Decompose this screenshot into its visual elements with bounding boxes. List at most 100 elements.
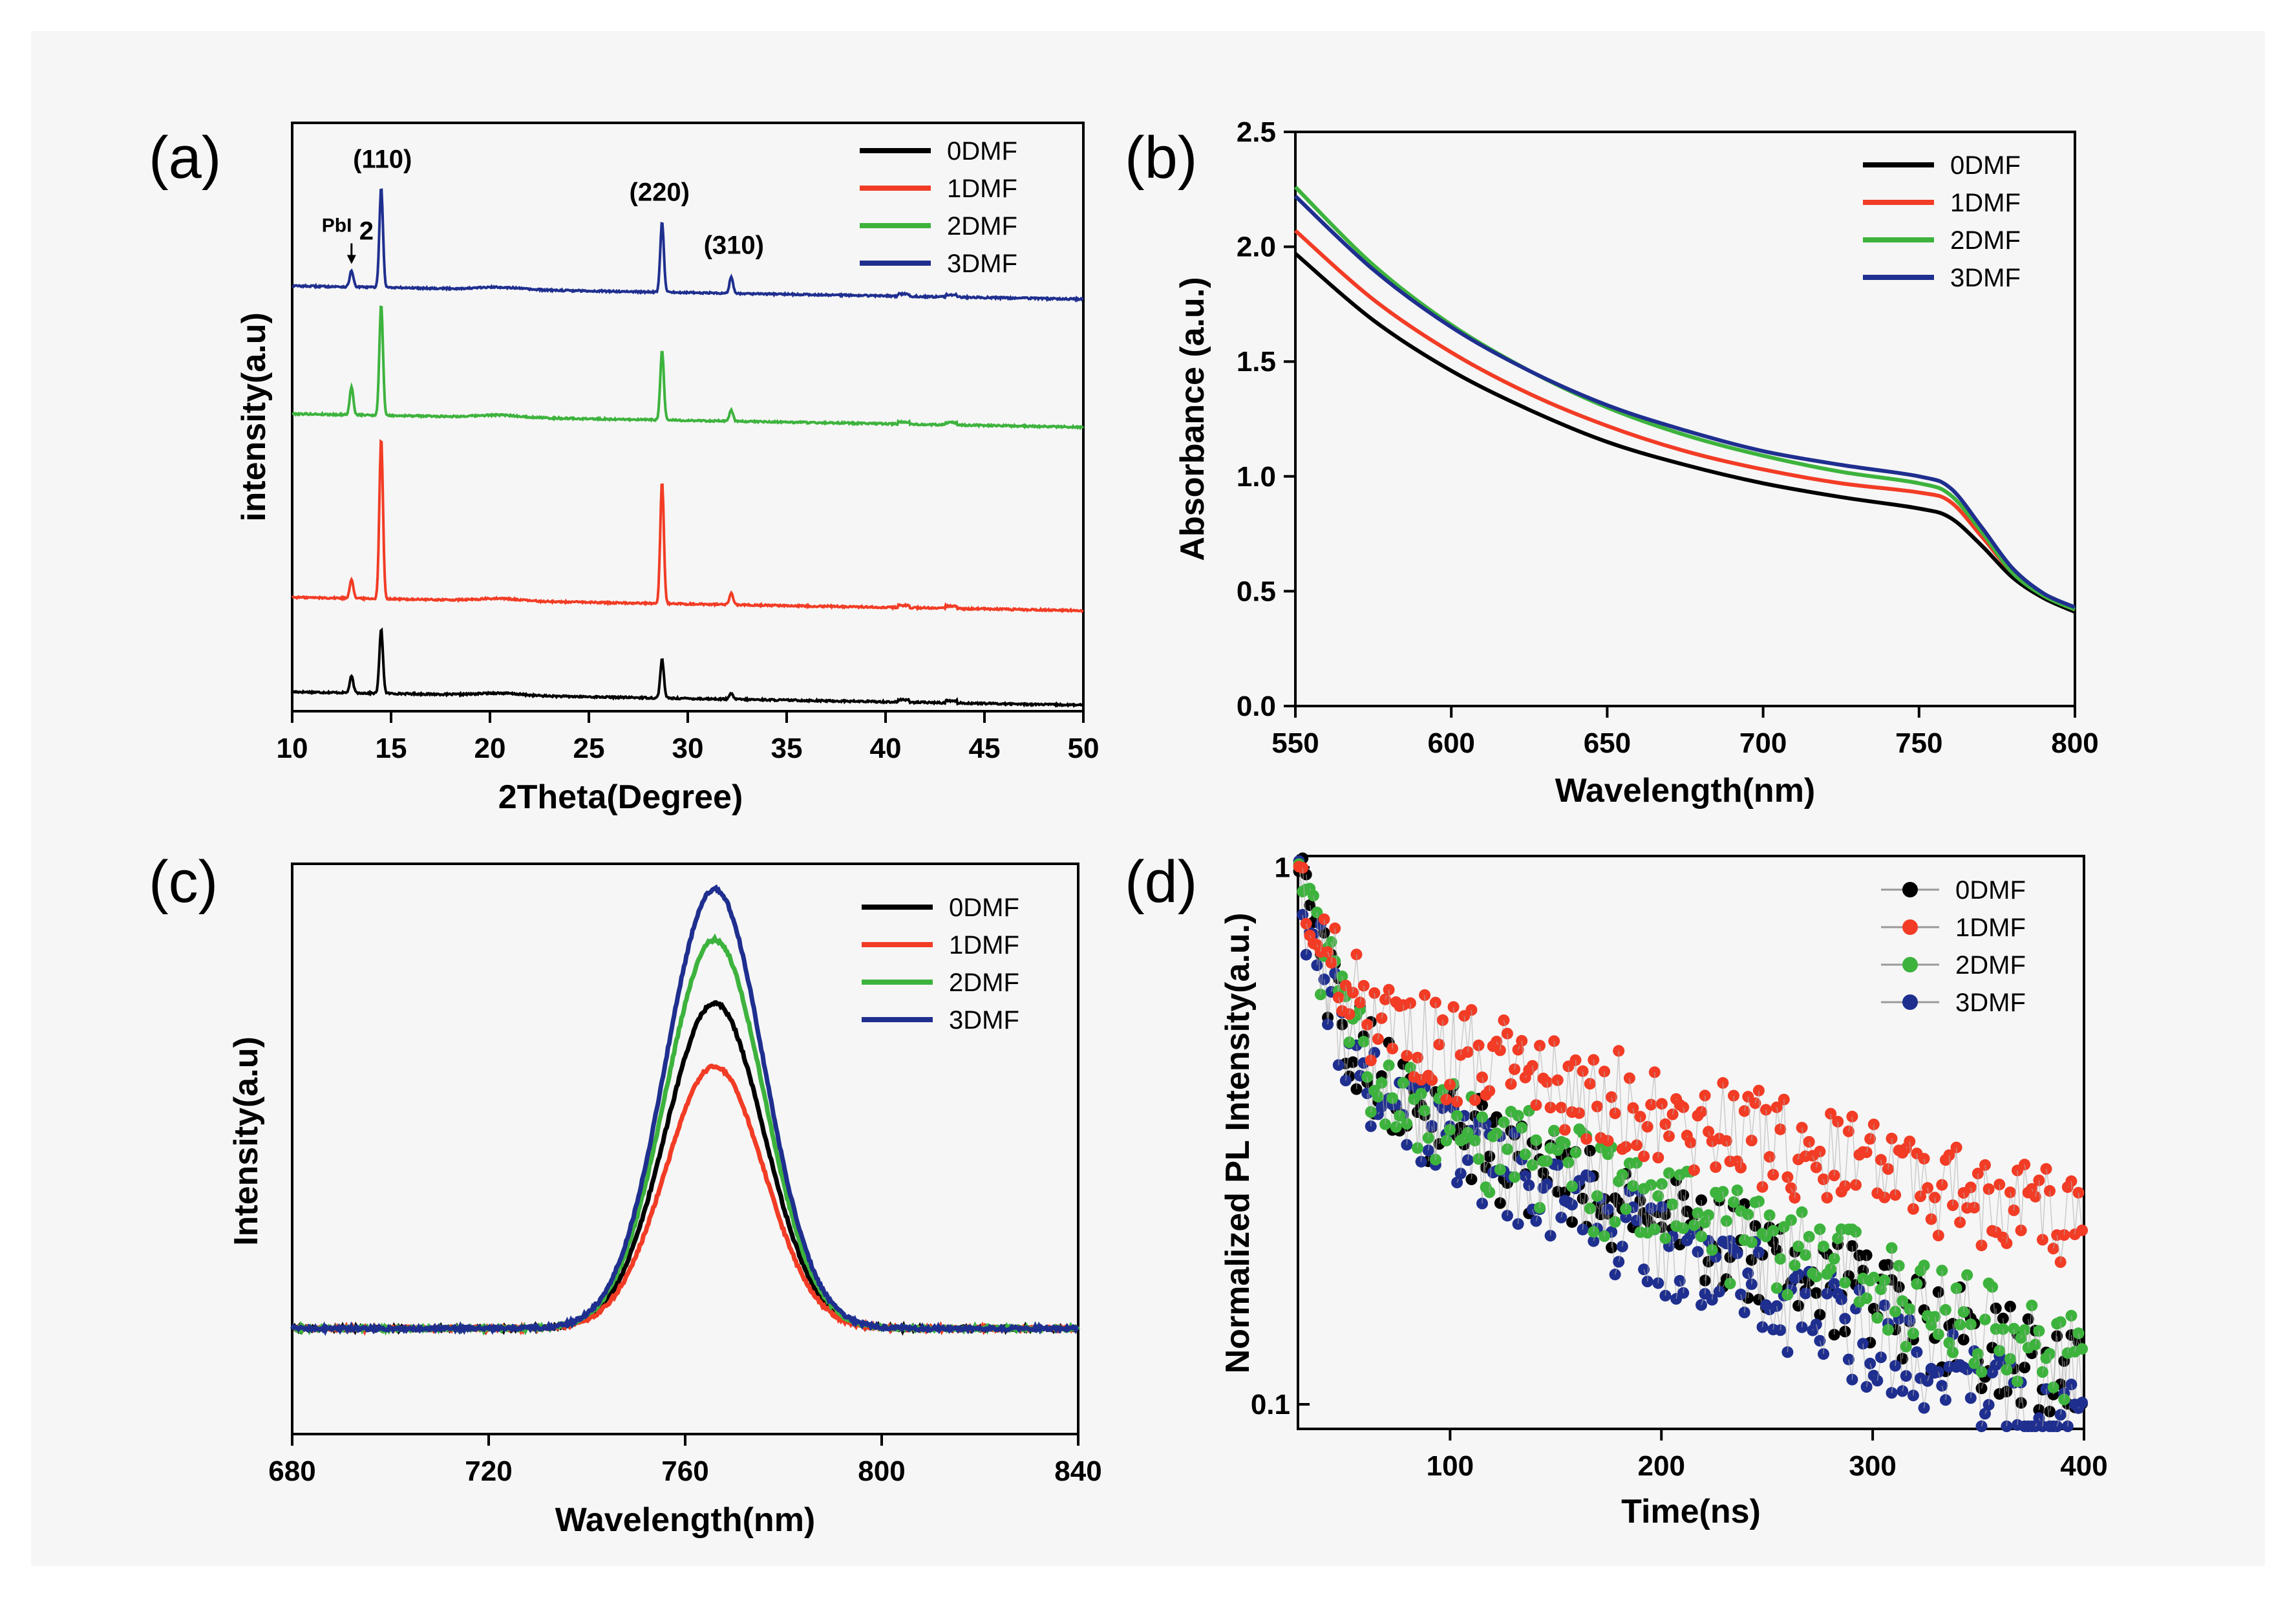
decay-connector	[1600, 1071, 1605, 1138]
legend-label-0dmf: 0DMF	[947, 137, 1017, 166]
decay-point-1dmf	[1494, 1044, 1506, 1056]
decay-connector	[1507, 1033, 1512, 1084]
decay-connector	[1761, 1254, 1767, 1308]
decay-connector	[1891, 1248, 1896, 1312]
absorbance-curve-2dmf	[1293, 186, 2076, 612]
y-tick-label: 1.5	[1237, 346, 1276, 378]
decay-connector	[1600, 1147, 1605, 1236]
y-axis-title: Intensity(a.u)	[228, 1036, 265, 1246]
decay-connector	[1449, 1084, 1454, 1130]
absorbance-curve-0dmf	[1294, 252, 2076, 614]
decay-connector	[1715, 1257, 1720, 1292]
decay-point-1dmf	[1551, 1074, 1564, 1086]
decay-point-2dmf	[1968, 1357, 1981, 1369]
decay-connector	[1535, 1140, 1540, 1208]
decay-point-2dmf	[1943, 1336, 1955, 1349]
decay-point-2dmf	[1860, 1292, 1873, 1304]
decay-connector	[1345, 1043, 1350, 1081]
decay-connector	[1783, 1295, 1789, 1353]
legend-label-1dmf: 1DMF	[947, 175, 1017, 203]
decay-point-1dmf	[1922, 1182, 1934, 1194]
panel-d: 100 200 300 400 1 0.1 Time(ns) Normalized PL In…	[1125, 849, 2108, 1530]
decay-point-1dmf	[2004, 1186, 2016, 1199]
x-tick-label: 10	[277, 733, 308, 764]
decay-connector	[1424, 994, 1429, 1076]
decay-point-2dmf	[1509, 1171, 1521, 1183]
decay-point-1dmf	[1778, 1093, 1790, 1106]
y-tick-label: 0.0	[1237, 691, 1276, 722]
y-axis-title: intensity(a.u)	[235, 312, 273, 522]
decay-connector	[1604, 1154, 1609, 1236]
decay-point-1dmf	[1720, 1135, 1732, 1147]
decay-connector	[1962, 1275, 1968, 1313]
decay-point-0dmf	[1577, 1192, 1589, 1205]
decay-connector	[1578, 1071, 1584, 1113]
decay-point-1dmf	[1735, 1161, 1747, 1174]
decay-connector	[1798, 1274, 1803, 1327]
decay-point-3dmf	[1878, 1299, 1891, 1311]
decay-point-1dmf	[1426, 1074, 1438, 1086]
decay-point-2dmf	[1886, 1242, 1898, 1254]
x-tick-label: 700	[1739, 727, 1787, 759]
decay-connector	[1427, 1080, 1432, 1138]
decay-connector	[1743, 1273, 1749, 1313]
decay-point-3dmf	[1828, 1278, 1840, 1290]
x-tick-label: 400	[2060, 1450, 2107, 1482]
decay-point-1dmf	[1728, 1089, 1739, 1102]
decay-connector	[1352, 954, 1357, 993]
decay-connector	[1363, 985, 1368, 1025]
decay-connector	[1582, 1175, 1587, 1230]
panel-a: 10 15 20 25 30 35 40 45 50 (110) (220) (310) PbI 2 2Th…	[149, 122, 1099, 816]
decay-point-3dmf	[1659, 1289, 1672, 1302]
x-tick-label: 300	[1849, 1450, 1896, 1482]
decay-connector	[1510, 1133, 1515, 1177]
decay-connector	[1639, 1188, 1644, 1232]
y-tick-label: 1.0	[1237, 461, 1276, 493]
decay-point-1dmf	[1383, 983, 1395, 996]
decay-connector	[1500, 1122, 1505, 1170]
pl-curve-3dmf	[290, 884, 1079, 1336]
decay-connector	[1955, 1147, 1961, 1223]
decay-connector	[1568, 1066, 1573, 1113]
decay-point-1dmf	[1645, 1099, 1657, 1111]
x-axis-title: Wavelength(nm)	[555, 1501, 816, 1539]
decay-point-1dmf	[2054, 1256, 2067, 1268]
decay-connector	[1471, 1009, 1476, 1100]
decay-point-3dmf	[1577, 1223, 1589, 1236]
decay-connector	[1489, 1136, 1494, 1193]
x-tick-label: 680	[268, 1455, 315, 1487]
decay-point-3dmf	[1616, 1240, 1628, 1252]
decay-point-0dmf	[1846, 1240, 1858, 1252]
decay-point-2dmf	[2012, 1375, 2023, 1388]
decay-point-1dmf	[1361, 1018, 1374, 1031]
decay-connector	[1719, 1082, 1724, 1139]
decay-connector	[1575, 1060, 1580, 1113]
decay-point-1dmf	[1699, 1089, 1711, 1102]
decay-point-1dmf	[1878, 1192, 1891, 1203]
decay-point-2dmf	[1569, 1146, 1582, 1159]
decay-connector	[1413, 1099, 1418, 1148]
decay-connector	[1302, 868, 1307, 924]
y-axis-title: Normalized PL Intensity(a.u.)	[1219, 913, 1257, 1374]
legend-label-3dmf: 3DMF	[947, 250, 1017, 278]
decay-point-3dmf	[1735, 1289, 1747, 1300]
decay-connector	[2078, 1192, 2083, 1230]
x-tick-label: 40	[870, 733, 902, 764]
decay-connector	[1474, 1045, 1480, 1100]
x-tick-label: 760	[661, 1455, 708, 1487]
legend-swatch-dot	[1902, 957, 1918, 972]
decay-point-1dmf	[1710, 1161, 1722, 1174]
decay-point-1dmf	[1781, 1171, 1794, 1183]
decay-point-2dmf	[1343, 1036, 1355, 1049]
decay-connector	[1981, 1319, 1986, 1372]
decay-point-1dmf	[1886, 1132, 1898, 1144]
decay-series-1dmf	[1293, 861, 2089, 1268]
decay-connector	[1403, 1005, 1408, 1056]
decay-connector	[2063, 1186, 2068, 1236]
xrd-curve-1dmf	[291, 438, 1084, 614]
decay-connector	[1618, 1051, 1623, 1150]
decay-connector	[1913, 1352, 1918, 1396]
decay-connector	[1920, 1159, 1925, 1197]
decay-point-3dmf	[1322, 1018, 1334, 1031]
